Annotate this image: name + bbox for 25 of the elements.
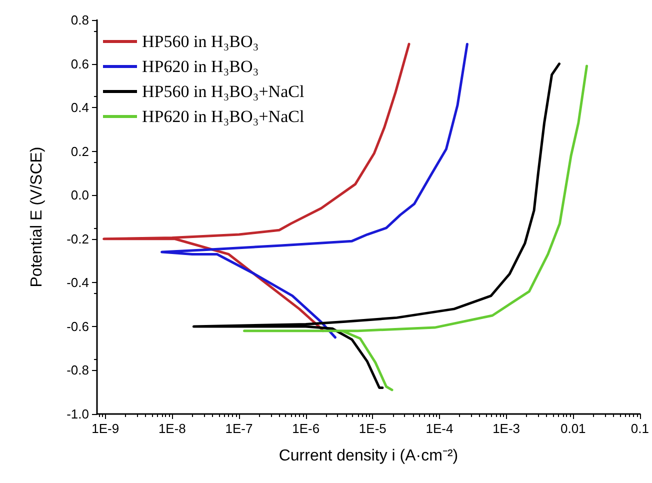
y-tick-label: 0.2 xyxy=(70,144,89,159)
x-tick-label: 1E-5 xyxy=(358,421,386,436)
x-tick-label: 1E-4 xyxy=(426,421,454,436)
x-tick-label: 0.1 xyxy=(630,421,650,436)
legend-label: HP620 in H₃BO₃+NaCl xyxy=(142,107,304,126)
y-tick-label: -0.2 xyxy=(66,231,89,246)
x-axis-title: Current density i (A·cm⁻²) xyxy=(278,448,458,464)
y-tick-label: 0.0 xyxy=(70,188,89,203)
y-tick-label: -0.4 xyxy=(66,275,89,290)
y-tick-label: -0.8 xyxy=(66,362,89,378)
y-tick-label: 0.6 xyxy=(70,56,89,72)
legend-label: HP560 in H₃BO₃ xyxy=(142,32,259,51)
x-tick-label: 1E-9 xyxy=(92,421,120,436)
legend-label: HP620 in H₃BO₃ xyxy=(142,57,259,76)
x-tick-label: 1E-6 xyxy=(292,421,320,436)
y-tick-label: 0.4 xyxy=(70,100,89,116)
y-axis-title: Potential E (V/SCE) xyxy=(28,146,46,288)
x-tick-label: 1E-8 xyxy=(158,421,186,436)
x-tick-label: 1E-7 xyxy=(225,421,253,436)
x-tick-label: 1E-3 xyxy=(492,421,520,436)
y-tick-label: 0.8 xyxy=(70,12,89,28)
y-tick-label: -1.0 xyxy=(66,406,89,422)
legend-label: HP560 in H₃BO₃+NaCl xyxy=(142,82,304,101)
y-tick-label: -0.6 xyxy=(66,318,89,334)
x-tick-label: 0.01 xyxy=(560,421,586,436)
